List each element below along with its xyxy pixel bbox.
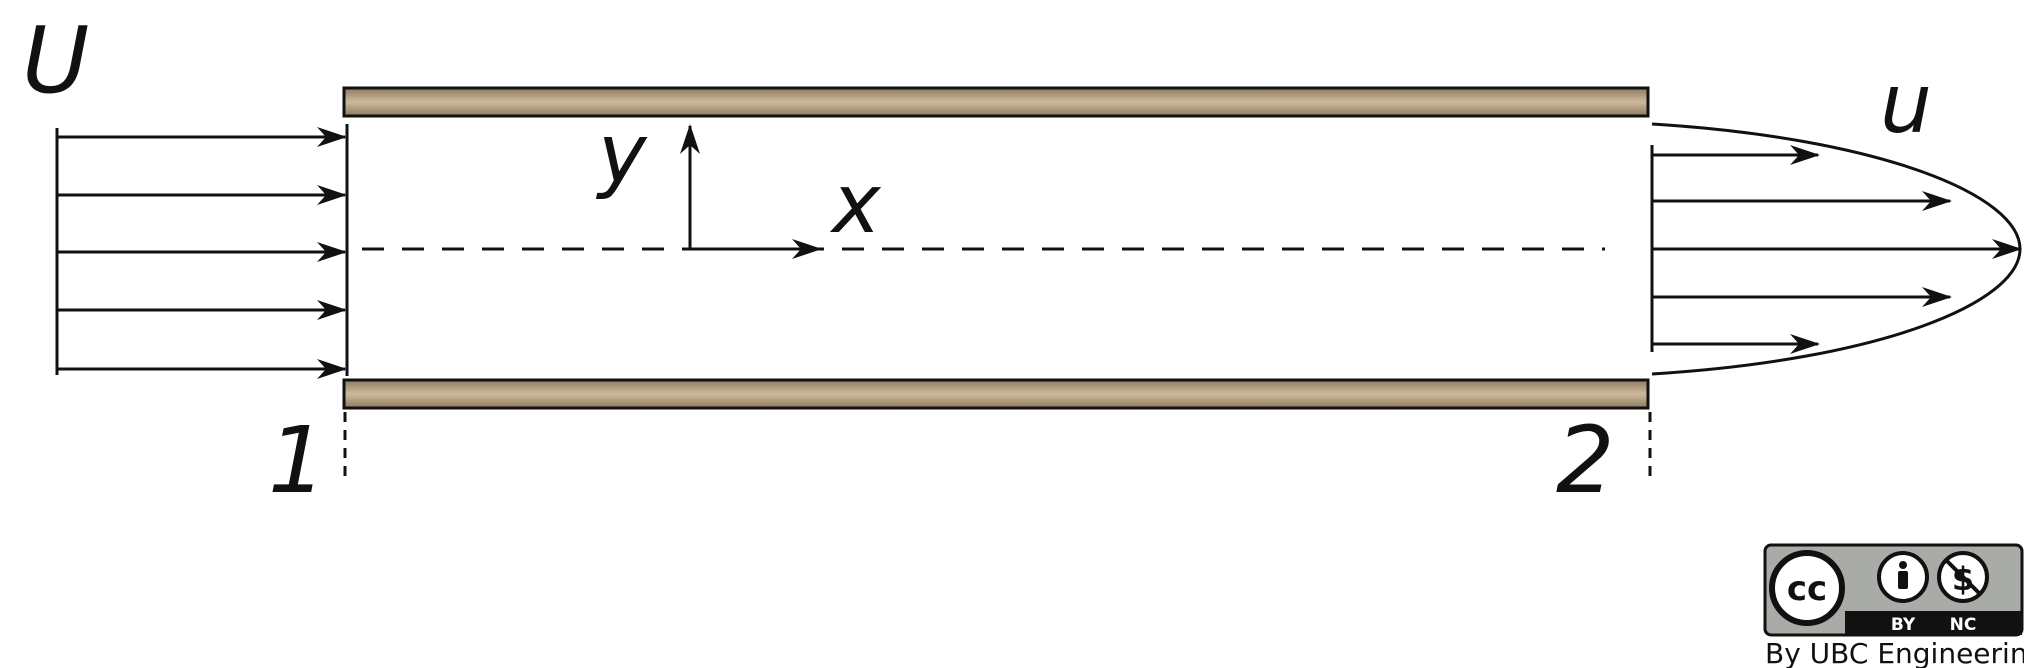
cc-logo-icon xyxy=(1769,550,1845,626)
bottom-wall xyxy=(342,378,1650,410)
outlet-velocity-profile xyxy=(1650,122,2022,376)
attribution-person-icon xyxy=(1877,551,1929,603)
license-credit-text: By UBC Engineering xyxy=(1765,637,2024,668)
outlet-velocity-label: u xyxy=(1880,57,1932,152)
nc-badge-label: NC xyxy=(1950,615,1977,635)
cc-license-badge: cc $ BY NC xyxy=(1763,543,2024,637)
x-axis-label: x xyxy=(829,157,882,252)
badge-bottom-band xyxy=(1845,611,2022,635)
y-axis-label: y xyxy=(595,107,648,202)
noncommercial-dollar-icon: $ xyxy=(1937,551,1989,603)
section-2-label: 2 xyxy=(1556,407,1615,514)
section-1-label: 1 xyxy=(268,407,327,514)
inlet-velocity-profile xyxy=(55,124,349,379)
cc-logo-text: cc xyxy=(1787,569,1827,609)
top-wall xyxy=(342,86,1650,118)
inlet-velocity-label: U xyxy=(22,7,89,114)
by-badge-label: BY xyxy=(1891,615,1916,635)
